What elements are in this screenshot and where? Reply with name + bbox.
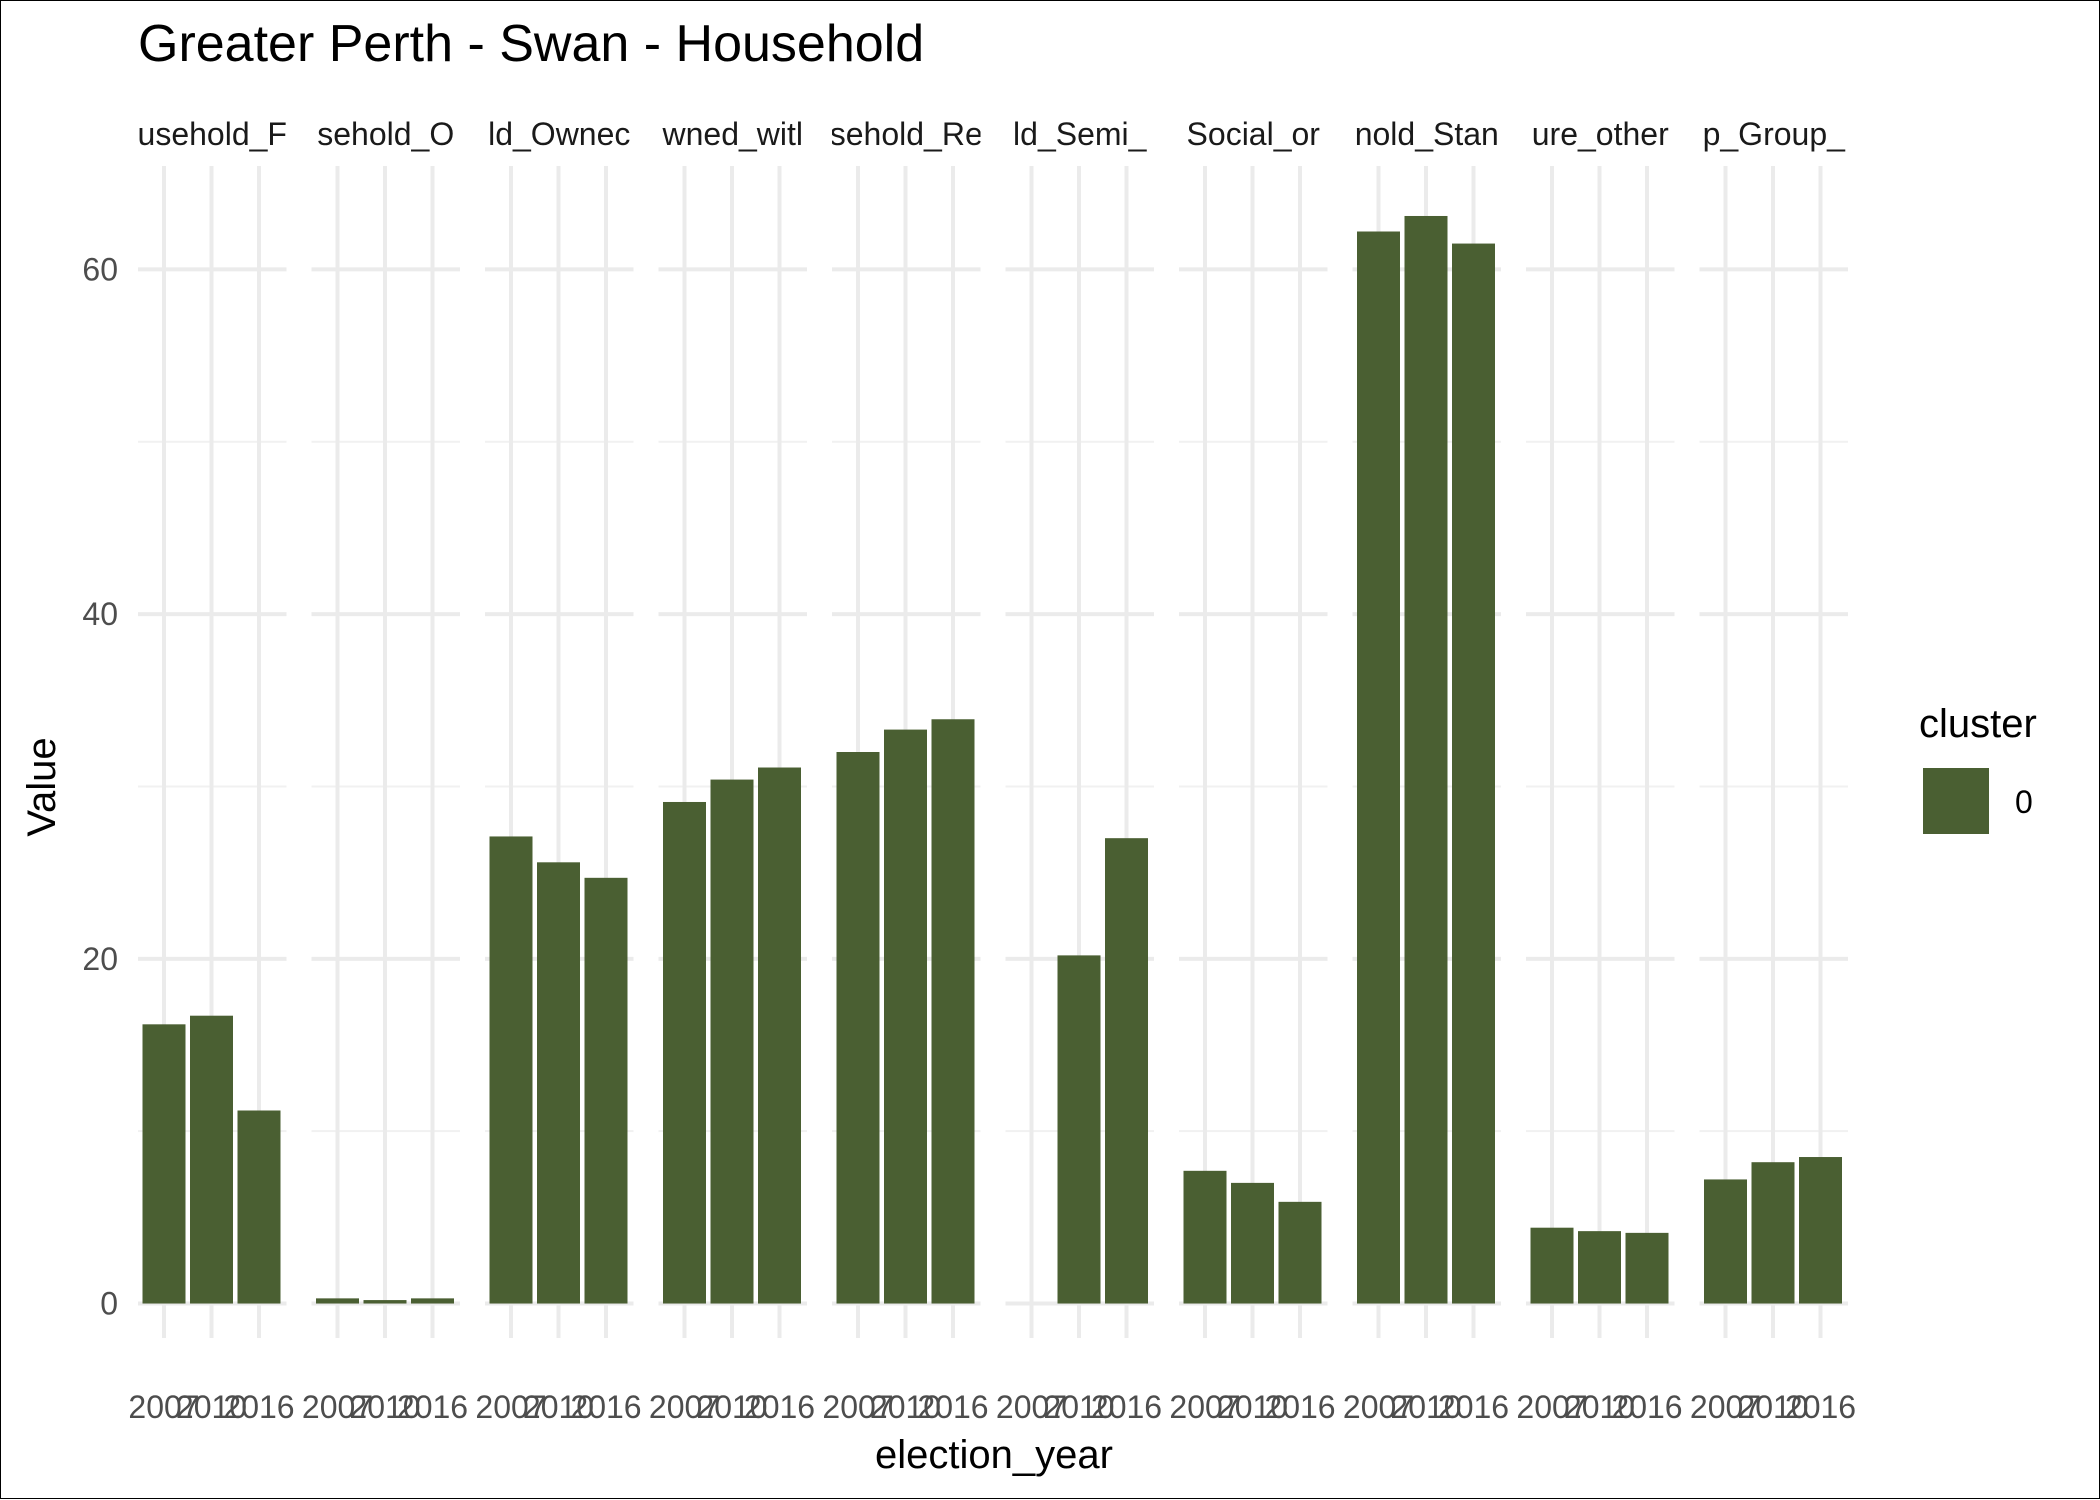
x-tick-label: 2007: [475, 1389, 546, 1425]
facet-strip-label: nold_Stan: [1355, 116, 1499, 152]
bar: [1578, 1231, 1621, 1304]
facet-strip-label: wned_witl: [661, 116, 803, 152]
chart-title: Greater Perth - Swan - Household: [138, 15, 924, 73]
bar: [836, 752, 880, 1304]
facet-strip-label: ld_Semi_: [1013, 116, 1148, 152]
x-tick-label: 2016: [1091, 1389, 1162, 1425]
bar: [237, 1110, 281, 1304]
bar: [1404, 215, 1448, 1304]
bar: [1751, 1162, 1795, 1304]
y-tick-label: 60: [82, 251, 118, 287]
x-tick-label: 2016: [570, 1389, 641, 1425]
x-tick-label: 2016: [1264, 1389, 1335, 1425]
bar: [316, 1298, 359, 1304]
bar: [142, 1024, 186, 1304]
facet-strip-label: Social_or: [1187, 116, 1321, 152]
x-tick-label: 2016: [1611, 1389, 1682, 1425]
y-tick-label: 0: [100, 1286, 118, 1322]
x-tick-label: 2010: [1390, 1389, 1461, 1425]
y-tick-label: 40: [82, 596, 118, 632]
bar: [1231, 1182, 1274, 1304]
bar: [363, 1300, 407, 1304]
x-tick-label: 2010: [1564, 1389, 1635, 1425]
bar: [1530, 1227, 1574, 1304]
bar: [1057, 955, 1101, 1304]
bar: [1799, 1157, 1842, 1304]
x-axis-title: election_year: [875, 1433, 1113, 1477]
x-tick-label: 2010: [349, 1389, 420, 1425]
x-tick-label: 2010: [1217, 1389, 1288, 1425]
x-tick-label: 2010: [870, 1389, 941, 1425]
x-tick-label: 2007: [1169, 1389, 1240, 1425]
bar: [537, 862, 580, 1304]
x-tick-label: 2016: [397, 1389, 468, 1425]
legend: cluster 0: [1919, 702, 2037, 834]
bar: [1452, 243, 1495, 1304]
x-tick-label: 2010: [523, 1389, 594, 1425]
x-tick-label: 2007: [1516, 1389, 1587, 1425]
bar: [584, 877, 628, 1304]
x-tick-label: 2007: [302, 1389, 373, 1425]
y-axis-ticks: 0 20 40 60: [82, 251, 118, 1321]
bar: [411, 1298, 454, 1304]
x-tick-label: 2007: [128, 1389, 199, 1425]
bar: [489, 836, 533, 1304]
facet-strip-label: p_Group_: [1703, 116, 1847, 152]
x-tick-label: 2010: [1043, 1389, 1114, 1425]
x-tick-label: 2016: [744, 1389, 815, 1425]
x-tick-label: 2007: [1343, 1389, 1414, 1425]
facet-strip-label: usehold_F: [138, 116, 287, 152]
bar: [884, 729, 927, 1304]
x-tick-label: 2007: [1690, 1389, 1761, 1425]
bar: [1625, 1232, 1669, 1304]
bar: [931, 719, 975, 1304]
facet-strip-label: ld_Ownec: [488, 116, 630, 152]
bar: [1105, 838, 1148, 1304]
y-tick-label: 20: [82, 941, 118, 977]
x-tick-label: 2016: [917, 1389, 988, 1425]
legend-key-0: [1923, 768, 1989, 834]
x-tick-label: 2007: [822, 1389, 893, 1425]
x-tick-label: 2016: [1785, 1389, 1856, 1425]
facet-strip-label: sehold_O: [317, 116, 454, 152]
bar: [190, 1015, 233, 1304]
bar: [1357, 231, 1400, 1304]
bar: [1183, 1170, 1227, 1304]
bar: [710, 779, 754, 1304]
y-axis-title: Value: [20, 737, 64, 836]
facet-strip-label: sehold_Re: [830, 116, 983, 152]
bar: [1704, 1179, 1747, 1304]
x-tick-label: 2007: [996, 1389, 1067, 1425]
facet-panels: usehold_F200720102016sehold_O20072010201…: [128, 116, 1856, 1425]
bar: [663, 801, 706, 1304]
facet-strip-label: ure_other: [1532, 116, 1669, 152]
x-tick-label: 2016: [1438, 1389, 1509, 1425]
bar: [758, 767, 801, 1304]
legend-title: cluster: [1919, 702, 2037, 746]
x-tick-label: 2010: [696, 1389, 767, 1425]
legend-label-0: 0: [2015, 784, 2033, 820]
x-tick-label: 2007: [649, 1389, 720, 1425]
x-tick-label: 2016: [223, 1389, 294, 1425]
bar: [1278, 1201, 1322, 1304]
x-tick-label: 2010: [176, 1389, 247, 1425]
x-tick-label: 2010: [1737, 1389, 1808, 1425]
